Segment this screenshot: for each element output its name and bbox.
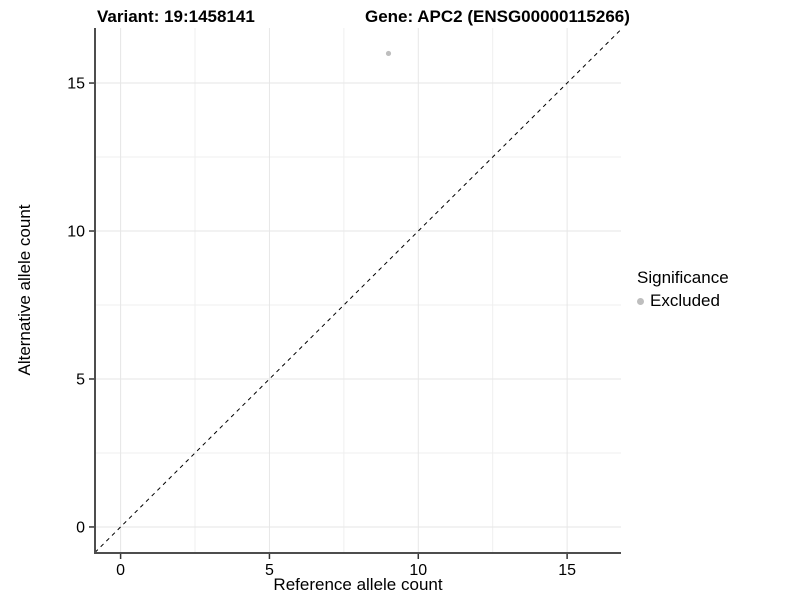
legend-point-icon [637,297,644,305]
x-axis-label: Reference allele count [273,575,443,594]
x-tick-label: 10 [409,562,427,579]
identity-line [94,29,622,553]
legend-item-label: Excluded [650,291,720,310]
y-tick-label: 10 [67,224,85,241]
legend-item-excluded: Excluded [637,291,729,311]
x-tick-label: 0 [116,562,125,579]
x-tick-label: 15 [558,562,576,579]
plot-title-gene: Gene: APC2 (ENSG00000115266) [365,7,630,26]
plot-title-variant: Variant: 19:1458141 [97,7,255,26]
data-point [385,50,392,57]
y-axis-label: Alternative allele count [15,204,34,376]
legend-title: Significance [637,268,729,287]
y-tick-label: 5 [76,371,85,388]
y-tick-label: 0 [76,519,85,536]
x-tick-label: 5 [265,562,274,579]
y-tick-label: 15 [67,76,85,93]
legend: Significance Excluded [637,268,729,311]
